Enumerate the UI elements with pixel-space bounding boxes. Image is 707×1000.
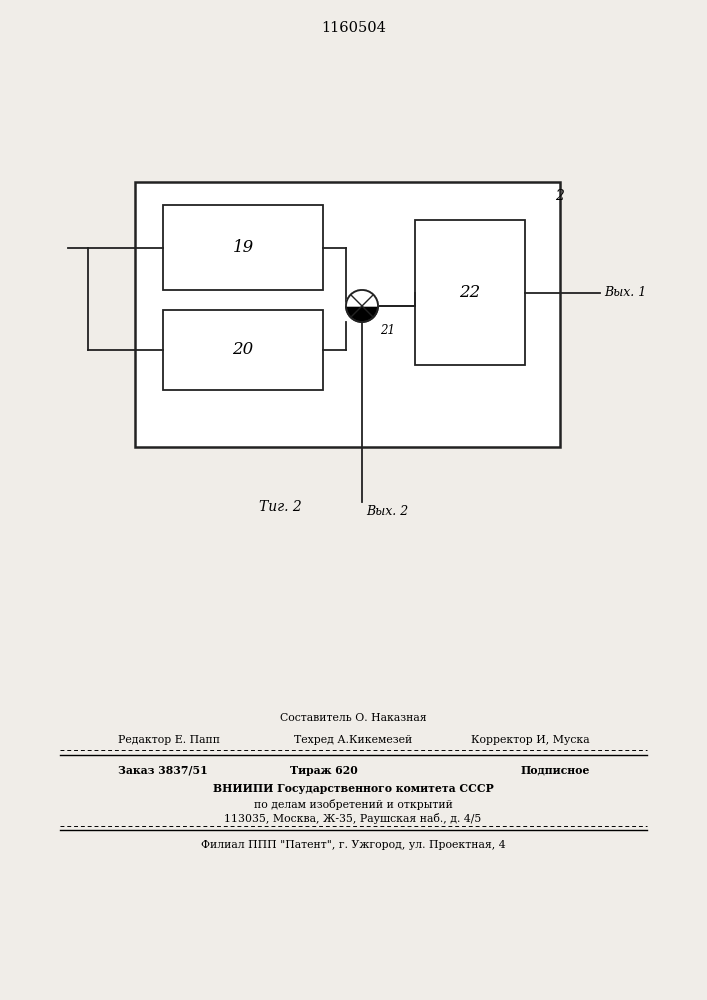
Text: Филиал ППП "Патент", г. Ужгород, ул. Проектная, 4: Филиал ППП "Патент", г. Ужгород, ул. Про…: [201, 840, 506, 850]
Polygon shape: [346, 290, 378, 306]
Text: Подписное: Подписное: [520, 764, 590, 776]
Text: 22: 22: [460, 284, 481, 301]
Text: 20: 20: [233, 342, 254, 359]
Bar: [415, 220, 525, 365]
Circle shape: [346, 290, 378, 322]
Text: Корректор И, Муска: Корректор И, Муска: [472, 735, 590, 745]
Text: Тираж 620: Тираж 620: [290, 764, 358, 776]
Text: Τиг. 2: Τиг. 2: [259, 500, 301, 514]
Text: Заказ 3837/51: Заказ 3837/51: [118, 764, 208, 776]
Bar: [163, 205, 323, 290]
Text: 19: 19: [233, 239, 254, 256]
Text: Редактор Е. Папп: Редактор Е. Папп: [118, 735, 220, 745]
Text: 113035, Москва, Ж-35, Раушская наб., д. 4/5: 113035, Москва, Ж-35, Раушская наб., д. …: [224, 812, 481, 824]
Text: по делам изобретений и открытий: по делам изобретений и открытий: [254, 798, 452, 810]
Text: ВНИИПИ Государственного комитета СССР: ВНИИПИ Государственного комитета СССР: [213, 784, 493, 794]
Text: Вых. 1: Вых. 1: [604, 286, 646, 299]
Text: Вых. 2: Вых. 2: [366, 505, 408, 518]
Bar: [163, 310, 323, 390]
Text: 2: 2: [555, 189, 564, 203]
Bar: [135, 182, 560, 447]
Text: 21: 21: [380, 324, 395, 337]
Text: Техред А.Кикемезей: Техред А.Кикемезей: [294, 735, 412, 745]
Text: Составитель О. Наказная: Составитель О. Наказная: [280, 713, 426, 723]
Text: 1160504: 1160504: [321, 21, 386, 35]
